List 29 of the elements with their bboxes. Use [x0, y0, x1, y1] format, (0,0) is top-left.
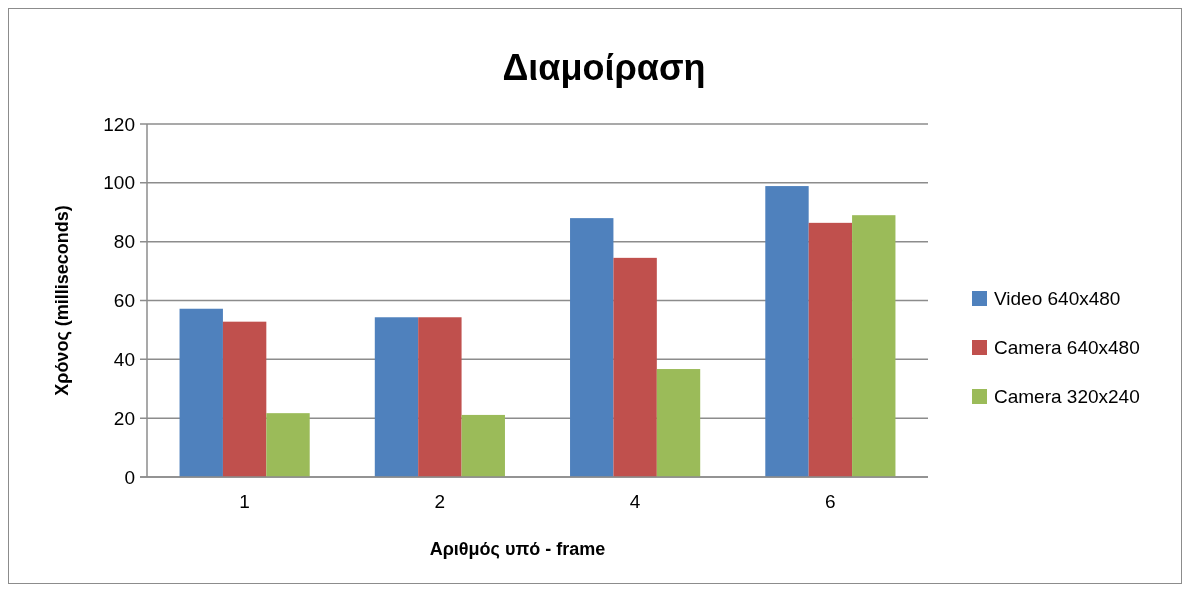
x-tick-label: 4 — [629, 491, 641, 512]
y-tick-label: 60 — [113, 290, 135, 312]
y-tick-label: 80 — [113, 231, 135, 253]
bar — [179, 308, 223, 477]
y-tick-label: 120 — [103, 113, 135, 135]
y-tick-label: 40 — [113, 348, 135, 370]
bar — [570, 218, 614, 477]
bar — [656, 369, 701, 477]
bar — [613, 257, 657, 477]
legend-label: Camera 320x240 — [994, 385, 1140, 407]
x-tick-label: 1 — [239, 491, 250, 512]
legend-label: Video 640x480 — [994, 287, 1121, 309]
x-tick-label: 2 — [434, 491, 446, 512]
x-tick-label: 6 — [825, 491, 836, 512]
y-tick-label: 20 — [113, 407, 135, 429]
y-tick-label: 0 — [124, 466, 135, 488]
bar — [418, 317, 462, 477]
y-tick-label: 100 — [103, 172, 135, 194]
bar — [266, 413, 310, 477]
bar — [374, 317, 419, 477]
legend-label: Camera 640x480 — [994, 336, 1140, 358]
bar — [222, 321, 267, 477]
bar — [808, 222, 853, 477]
bar — [852, 215, 896, 477]
x-axis-title: Αριθμός υπό - frame — [429, 539, 606, 559]
bar — [765, 186, 809, 477]
chart-title: Διαμοίραση — [502, 47, 706, 88]
bar — [461, 414, 505, 477]
y-axis-title: Χρόνος (milliseconds) — [52, 205, 72, 396]
